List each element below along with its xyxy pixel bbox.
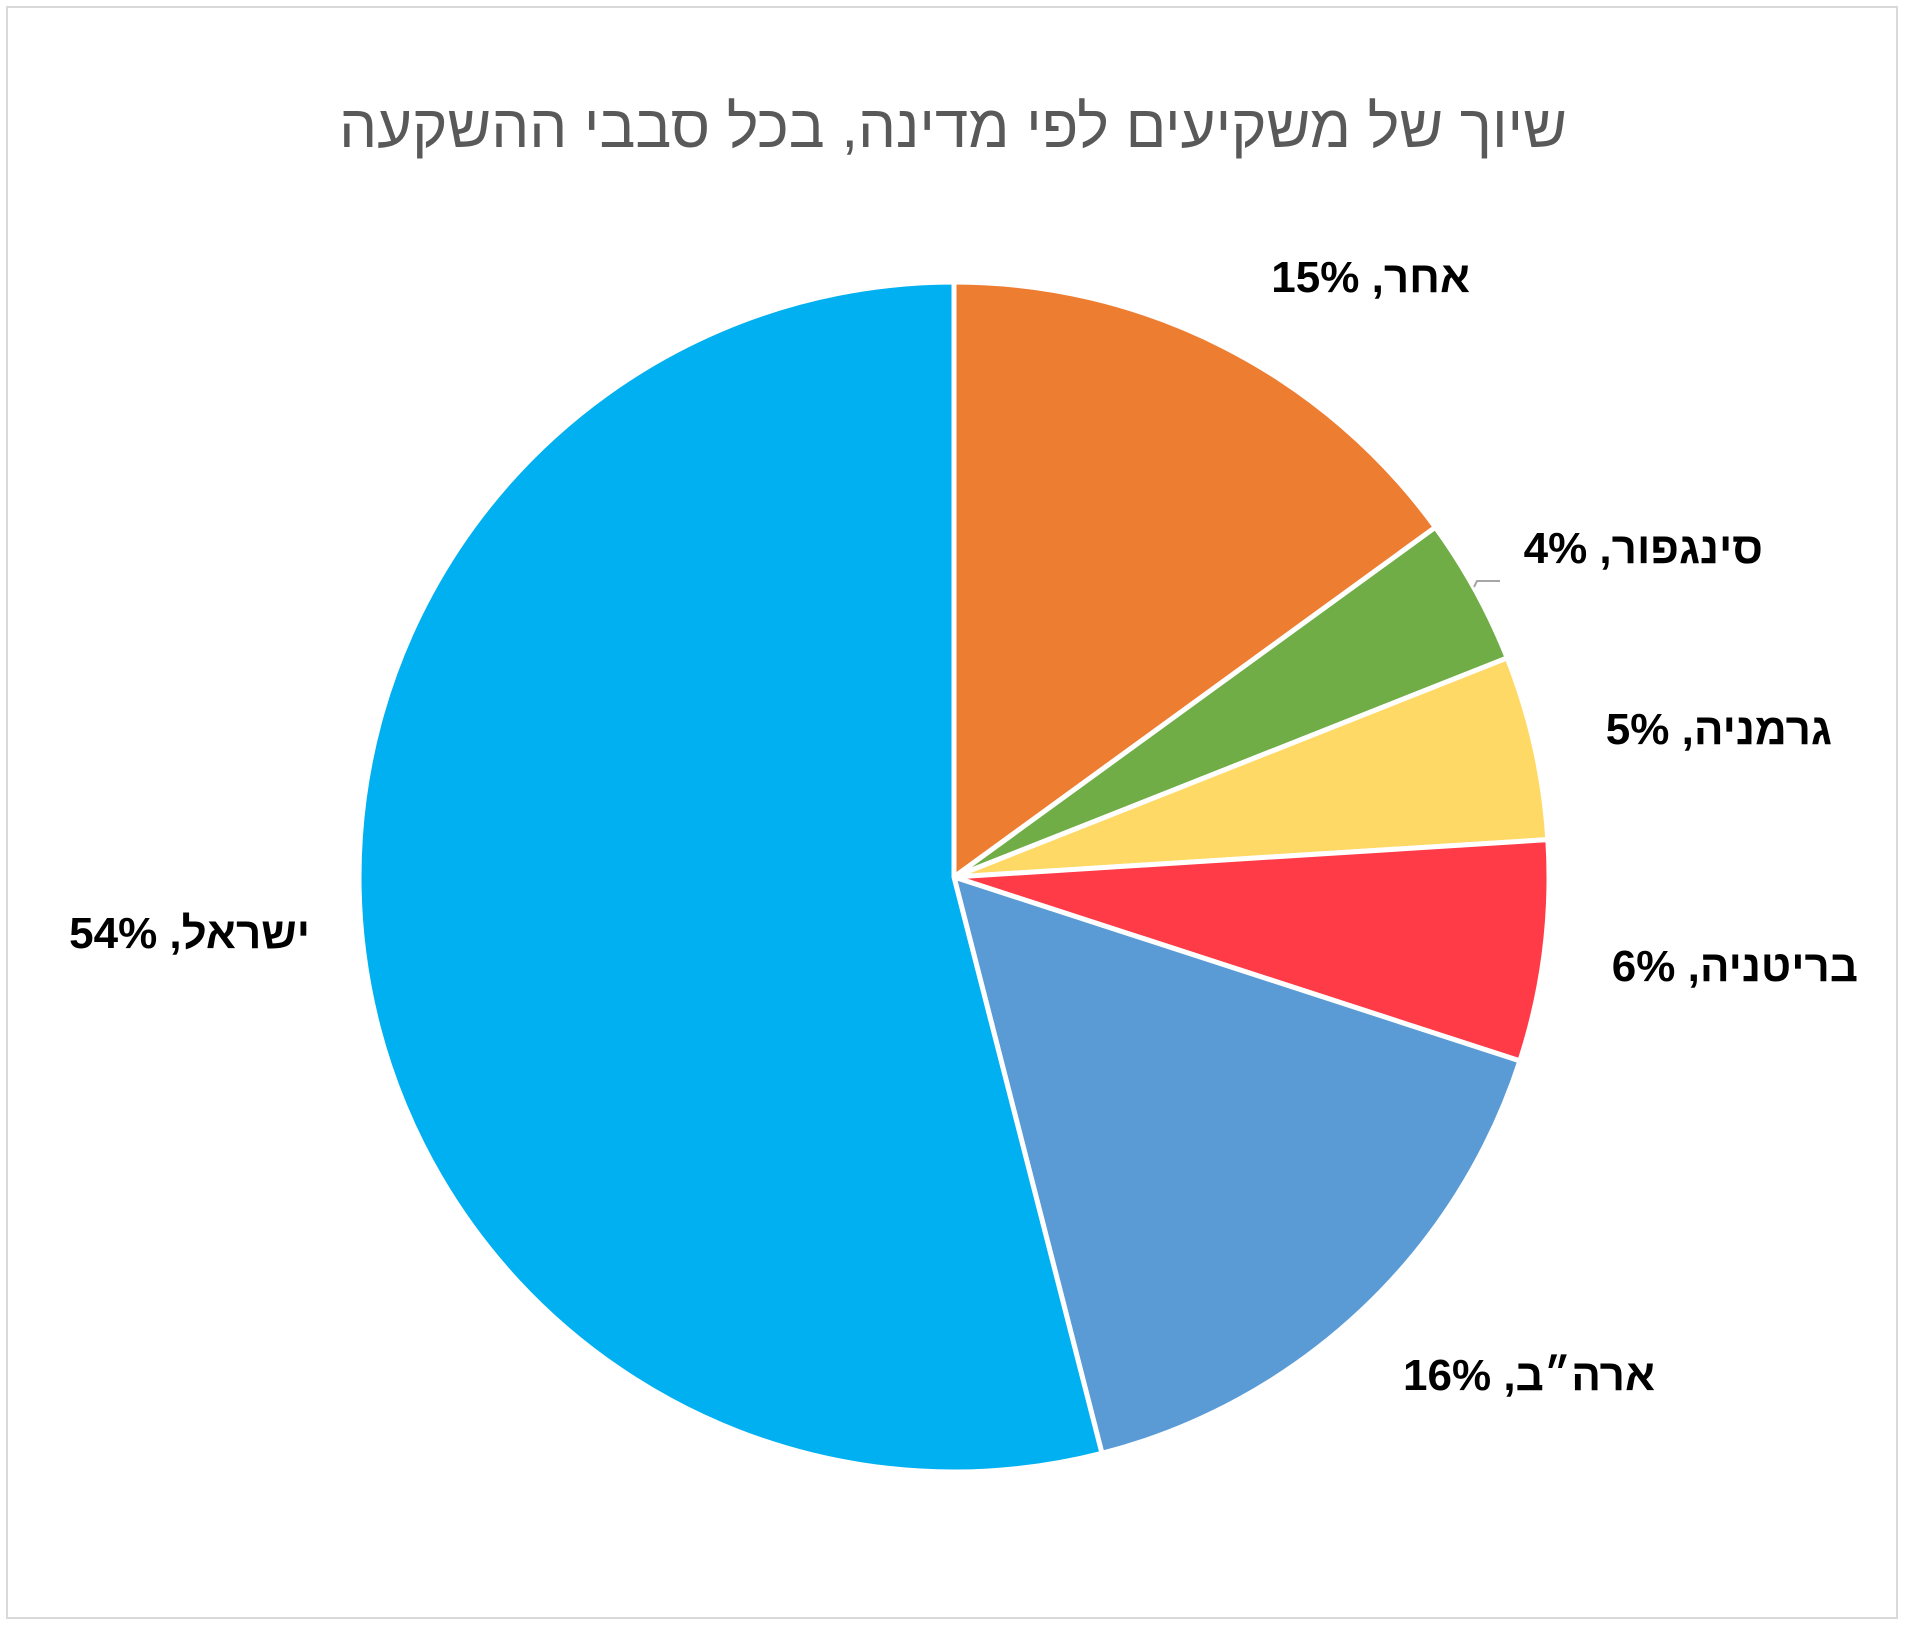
data-label-6: ישראל, 54% [69,909,310,958]
pie-labels: אחר, 15% סינגפור, 4% גרמניה, 5% בריטניה, 6%… [69,253,1858,1400]
pie-slice-1 [951,279,1438,880]
pie-slices [356,279,1552,1475]
data-label-2: סינגפור, 4% [1524,524,1763,573]
pie-slice-4 [951,837,1552,1064]
data-label-1: אחר, 15% [1271,253,1470,302]
data-label-5: ארה״ב, 16% [1403,1351,1655,1400]
leader-line [1473,580,1500,588]
pie-slice-5 [951,874,1523,1456]
chart-title: שיוך של משקיעים לפי מדינה, בכל סבבי ההשק… [339,93,1567,160]
data-label-3: גרמניה, 5% [1606,705,1832,754]
pie-slice-3 [951,655,1551,880]
data-label-4: בריטניה, 6% [1612,942,1858,991]
pie-slice-6 [356,279,1105,1475]
